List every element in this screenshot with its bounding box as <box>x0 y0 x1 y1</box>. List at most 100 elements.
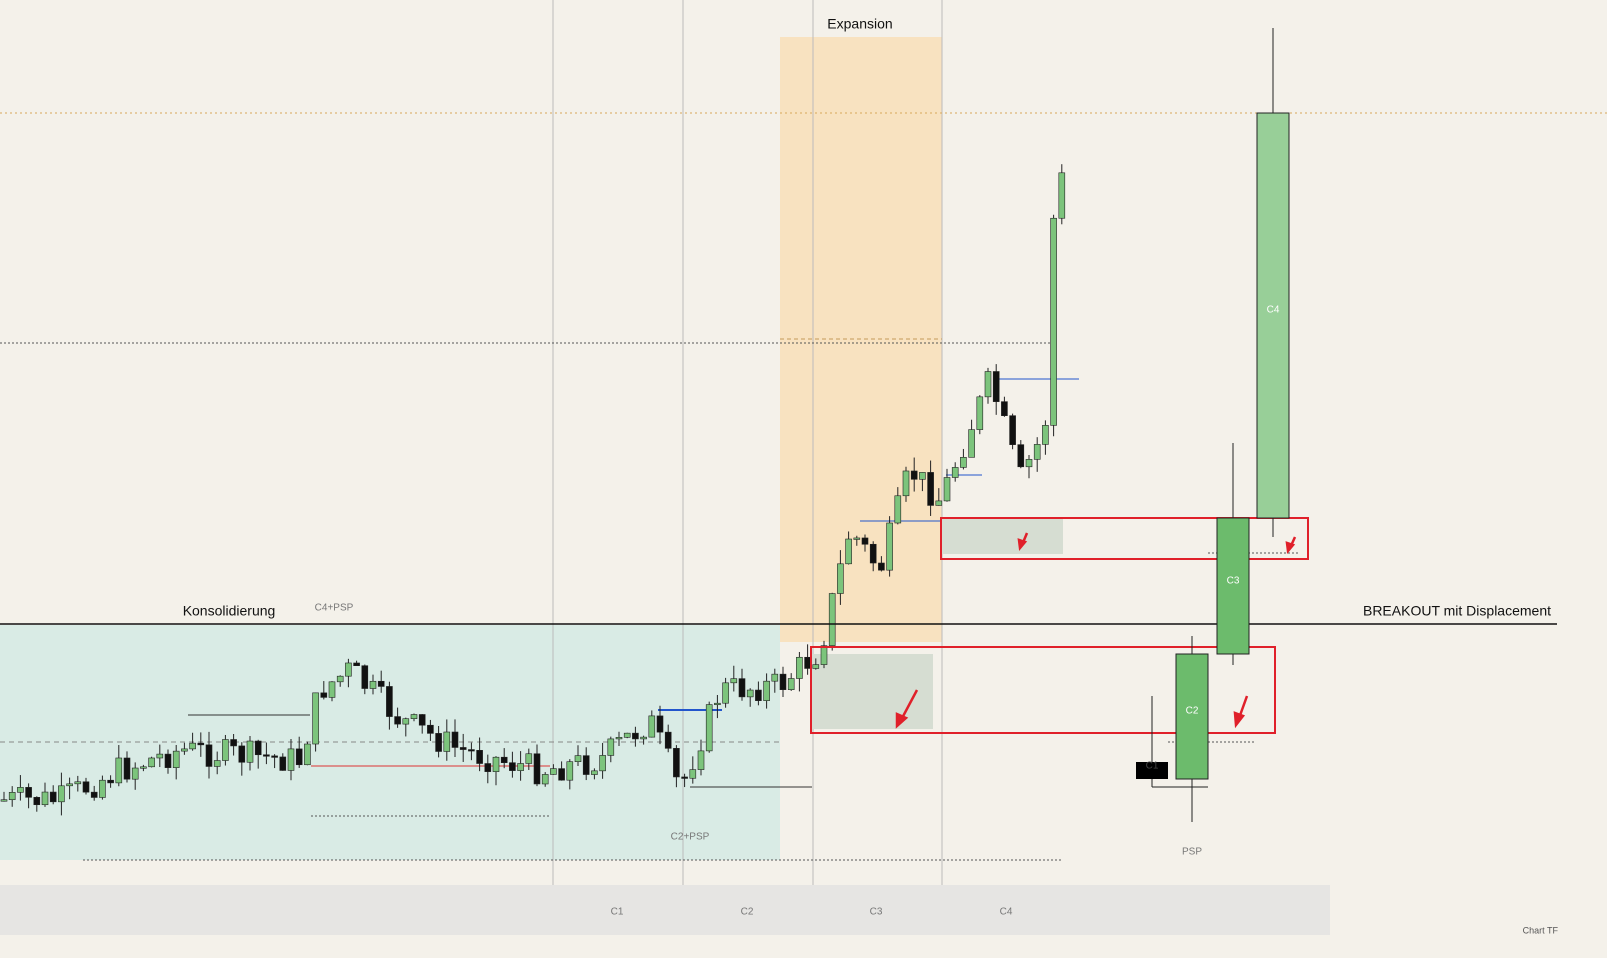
candle-body <box>49 791 57 803</box>
candle-body <box>525 753 533 764</box>
time-axis <box>0 885 1330 935</box>
candle-body <box>304 743 311 766</box>
levels <box>0 112 1607 861</box>
candle-body <box>845 538 852 565</box>
candle-body <box>796 656 803 679</box>
candle-label: C3 <box>1227 576 1240 587</box>
htf-candle <box>1175 653 1209 780</box>
candle-body <box>771 673 779 682</box>
candle-body <box>402 718 410 725</box>
candle-body <box>656 715 664 733</box>
annotation: BREAKOUT mit Displacement <box>1363 603 1551 619</box>
candle-body <box>894 495 902 524</box>
candle-body <box>1025 459 1033 468</box>
candle-body <box>976 396 984 430</box>
candle-body <box>156 753 164 759</box>
candle-body <box>1050 217 1057 426</box>
candle-body <box>8 792 16 801</box>
candle-body <box>345 662 352 677</box>
highlight-box <box>940 517 1309 560</box>
candle-body <box>41 791 49 806</box>
candle-body <box>837 563 844 594</box>
candle-body <box>205 744 213 767</box>
htf-candle <box>1216 517 1250 655</box>
candle-body <box>25 787 32 798</box>
candle-body <box>812 664 820 669</box>
candle-body <box>74 781 82 785</box>
candle-body <box>82 781 90 793</box>
candle-body <box>960 457 967 468</box>
candle-body <box>935 500 943 506</box>
candle-body <box>1009 415 1016 445</box>
candle-body <box>869 543 877 564</box>
candle-body <box>509 762 516 771</box>
candle-body <box>263 754 270 757</box>
candle-body <box>435 733 442 752</box>
candle-body <box>853 537 861 540</box>
candle-body <box>197 742 205 746</box>
candle-body <box>919 472 926 480</box>
candle-body <box>722 682 729 704</box>
candle-body <box>58 785 65 803</box>
candle-body <box>230 739 237 747</box>
candle-body <box>451 731 459 748</box>
time-label: C3 <box>870 907 883 918</box>
candle-body <box>886 522 893 571</box>
candle-body <box>484 763 492 772</box>
candle-body <box>787 678 795 690</box>
time-label: C1 <box>611 907 624 918</box>
candle-body <box>336 675 344 683</box>
htf-candle <box>1256 112 1290 519</box>
candle-body <box>410 714 418 719</box>
candle-body <box>615 737 623 740</box>
candle-body <box>607 738 615 756</box>
candle-body <box>418 714 426 726</box>
candle-body <box>459 747 467 750</box>
candle-body <box>222 739 229 761</box>
candle-body <box>1017 444 1025 468</box>
candle-body <box>320 692 328 698</box>
candle-body <box>443 731 451 752</box>
candle-body <box>828 593 836 646</box>
candle-body <box>951 467 959 478</box>
candle-body <box>1001 401 1008 416</box>
candle-body <box>623 732 631 738</box>
candle-body <box>1058 172 1066 219</box>
candle-body <box>640 736 647 740</box>
candle-body <box>681 776 688 779</box>
candle-body <box>992 371 1000 402</box>
candle-body <box>697 750 705 770</box>
candle-body <box>369 680 377 689</box>
candle-body <box>550 768 557 775</box>
candle-body <box>566 761 574 781</box>
candle-label: C1 <box>1146 761 1159 772</box>
candle-body <box>648 715 656 738</box>
candle-body <box>238 745 246 763</box>
arrows <box>895 532 1297 729</box>
candle-body <box>140 766 147 769</box>
annotation: PSP <box>1182 847 1202 858</box>
candle-body <box>115 757 123 784</box>
candle-body <box>189 742 196 750</box>
htf-candle <box>1136 762 1168 779</box>
candle-body <box>984 371 992 398</box>
highlight-box <box>810 646 1276 734</box>
annotation: C2+PSP <box>671 832 710 843</box>
candle-body <box>377 680 385 687</box>
candle-body <box>131 767 139 780</box>
candle-body <box>328 681 336 698</box>
candle-body <box>254 740 262 756</box>
candle-body <box>689 769 697 779</box>
time-label: C4 <box>1000 907 1013 918</box>
annotation: Expansion <box>827 16 892 32</box>
candle-body <box>599 755 606 772</box>
candle-body <box>878 562 885 571</box>
candle-body <box>705 704 713 752</box>
candle-body <box>591 770 598 775</box>
candle-body <box>910 470 918 480</box>
candle-body <box>673 748 680 778</box>
candle-body <box>427 724 434 734</box>
candle-body <box>476 750 483 764</box>
